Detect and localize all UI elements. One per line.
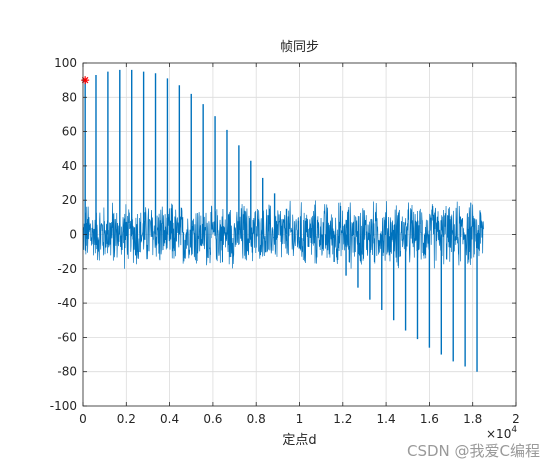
x-tick-label: 2: [512, 412, 520, 426]
x-tick-label: 0.6: [203, 412, 222, 426]
x-exponent-base: ×10: [486, 427, 511, 441]
y-tick-label: 100: [54, 56, 77, 70]
x-tick-label: 0.2: [117, 412, 136, 426]
x-tick-label: 1.8: [463, 412, 482, 426]
y-tick-label: -80: [57, 365, 77, 379]
y-tick-label: 20: [62, 193, 77, 207]
watermark: CSDN @我爱C编程: [407, 442, 540, 460]
noise-trace: [82, 200, 484, 269]
x-tick-label: 0: [79, 412, 87, 426]
x-axis-label: 定点d: [282, 433, 316, 448]
y-tick-label: -60: [57, 330, 77, 344]
x-tick-label: 1.6: [420, 412, 439, 426]
start-marker: [81, 76, 90, 85]
peak-spikes: [84, 69, 478, 372]
x-tick-label: 0.4: [160, 412, 179, 426]
y-tick-label: -40: [57, 296, 77, 310]
x-exponent-power: 4: [511, 425, 517, 435]
x-tick-label: 1: [296, 412, 304, 426]
series-line: [82, 200, 484, 269]
y-tick-label: -20: [57, 262, 77, 276]
y-tick-label: 0: [69, 228, 77, 242]
y-tick-label: -100: [50, 399, 77, 413]
chart-title: 帧同步: [280, 40, 319, 55]
x-tick-label: 1.2: [333, 412, 352, 426]
y-tick-label: 40: [62, 159, 77, 173]
x-tick-labels: 0 0.2 0.4 0.6 0.8 1 1.2 1.4 1.6 1.8 2: [79, 63, 520, 426]
x-tick-label: 1.4: [377, 412, 396, 426]
x-tick-label: 0.8: [247, 412, 266, 426]
y-tick-labels: 100 80 60 40 20 0 -20 -40 -60 -80 -100: [50, 56, 516, 413]
x-exponent-label: ×104: [486, 425, 517, 441]
y-tick-label: 60: [62, 125, 77, 139]
y-tick-label: 80: [62, 90, 77, 104]
